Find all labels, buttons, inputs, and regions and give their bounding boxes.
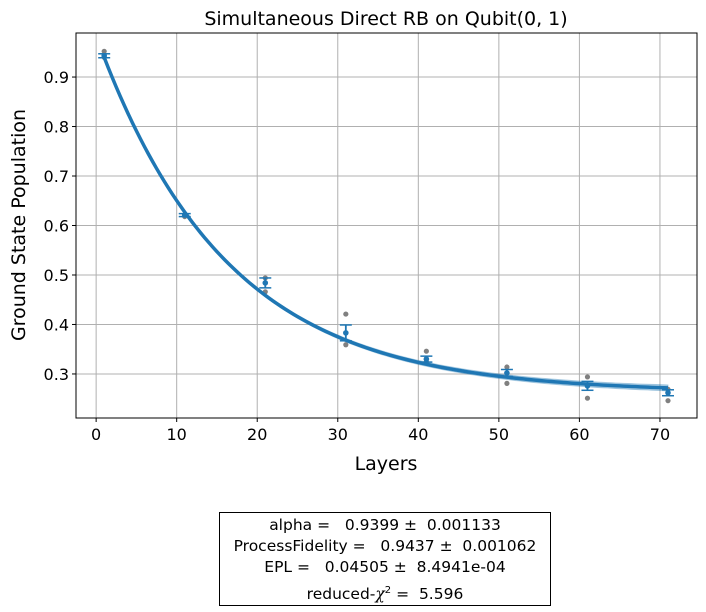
sample-point xyxy=(504,380,510,386)
y-tick-label: 0.5 xyxy=(44,266,69,285)
x-tick-label: 40 xyxy=(408,425,428,444)
fit-stats-box: alpha = 0.9399 ± 0.001133 ProcessFidelit… xyxy=(219,512,551,606)
y-tick-label: 0.8 xyxy=(44,118,69,137)
x-tick-label: 10 xyxy=(167,425,187,444)
mean-point xyxy=(101,52,107,59)
x-axis-label: Layers xyxy=(355,453,418,475)
x-tick-label: 50 xyxy=(489,425,509,444)
mean-point xyxy=(262,280,269,286)
sample-point xyxy=(343,311,349,317)
mean-point xyxy=(181,212,188,218)
x-tick-label: 30 xyxy=(328,425,348,444)
sample-point xyxy=(101,48,107,54)
chart-title: Simultaneous Direct RB on Qubit(0, 1) xyxy=(204,8,567,30)
grid xyxy=(76,33,697,418)
mean-point xyxy=(423,356,430,362)
y-tick-label: 0.3 xyxy=(44,365,69,384)
chi2-value: = 5.596 xyxy=(391,585,464,604)
x-tick-label: 60 xyxy=(569,425,589,444)
fit-curve xyxy=(102,56,669,390)
sample-point xyxy=(584,374,591,380)
mean-point xyxy=(343,330,349,336)
y-axis-label: Ground State Population xyxy=(8,109,30,341)
y-tick-label: 0.7 xyxy=(44,167,69,186)
y-tick-label: 0.9 xyxy=(44,68,69,87)
stat-epl: EPL = 0.04505 ± 8.4941e-04 xyxy=(264,558,506,576)
mean-point xyxy=(584,383,591,389)
sample-point xyxy=(423,348,429,354)
error-bars xyxy=(98,52,675,397)
fit-band xyxy=(103,56,669,392)
chi2-exponent: 2 xyxy=(384,585,392,596)
x-tick-label: 20 xyxy=(247,425,267,444)
mean-point xyxy=(665,389,671,396)
sample-point xyxy=(343,342,349,348)
x-tick-label: 0 xyxy=(91,425,101,444)
fit-confidence-band xyxy=(103,56,669,392)
ticks: 0 10 20 30 40 50 60 70 0.3 0.4 0.5 0.6 0.7 0.8 0.9 xyxy=(44,68,671,444)
sample-point xyxy=(584,395,591,401)
stat-alpha: alpha = 0.9399 ± 0.001133 xyxy=(269,516,501,534)
stat-reduced-chi2: reduced-χ2 = 5.596 xyxy=(220,580,550,605)
chi2-symbol: χ xyxy=(375,585,385,604)
sample-point xyxy=(504,364,510,370)
chi2-prefix: reduced- xyxy=(306,585,376,604)
mean-point xyxy=(504,370,510,376)
y-tick-label: 0.4 xyxy=(44,315,69,334)
fit-line xyxy=(102,56,669,390)
x-tick-label: 70 xyxy=(650,425,670,444)
stat-process-fidelity: ProcessFidelity = 0.9437 ± 0.001062 xyxy=(233,537,537,555)
y-tick-label: 0.6 xyxy=(44,217,69,236)
sample-point xyxy=(665,398,671,404)
